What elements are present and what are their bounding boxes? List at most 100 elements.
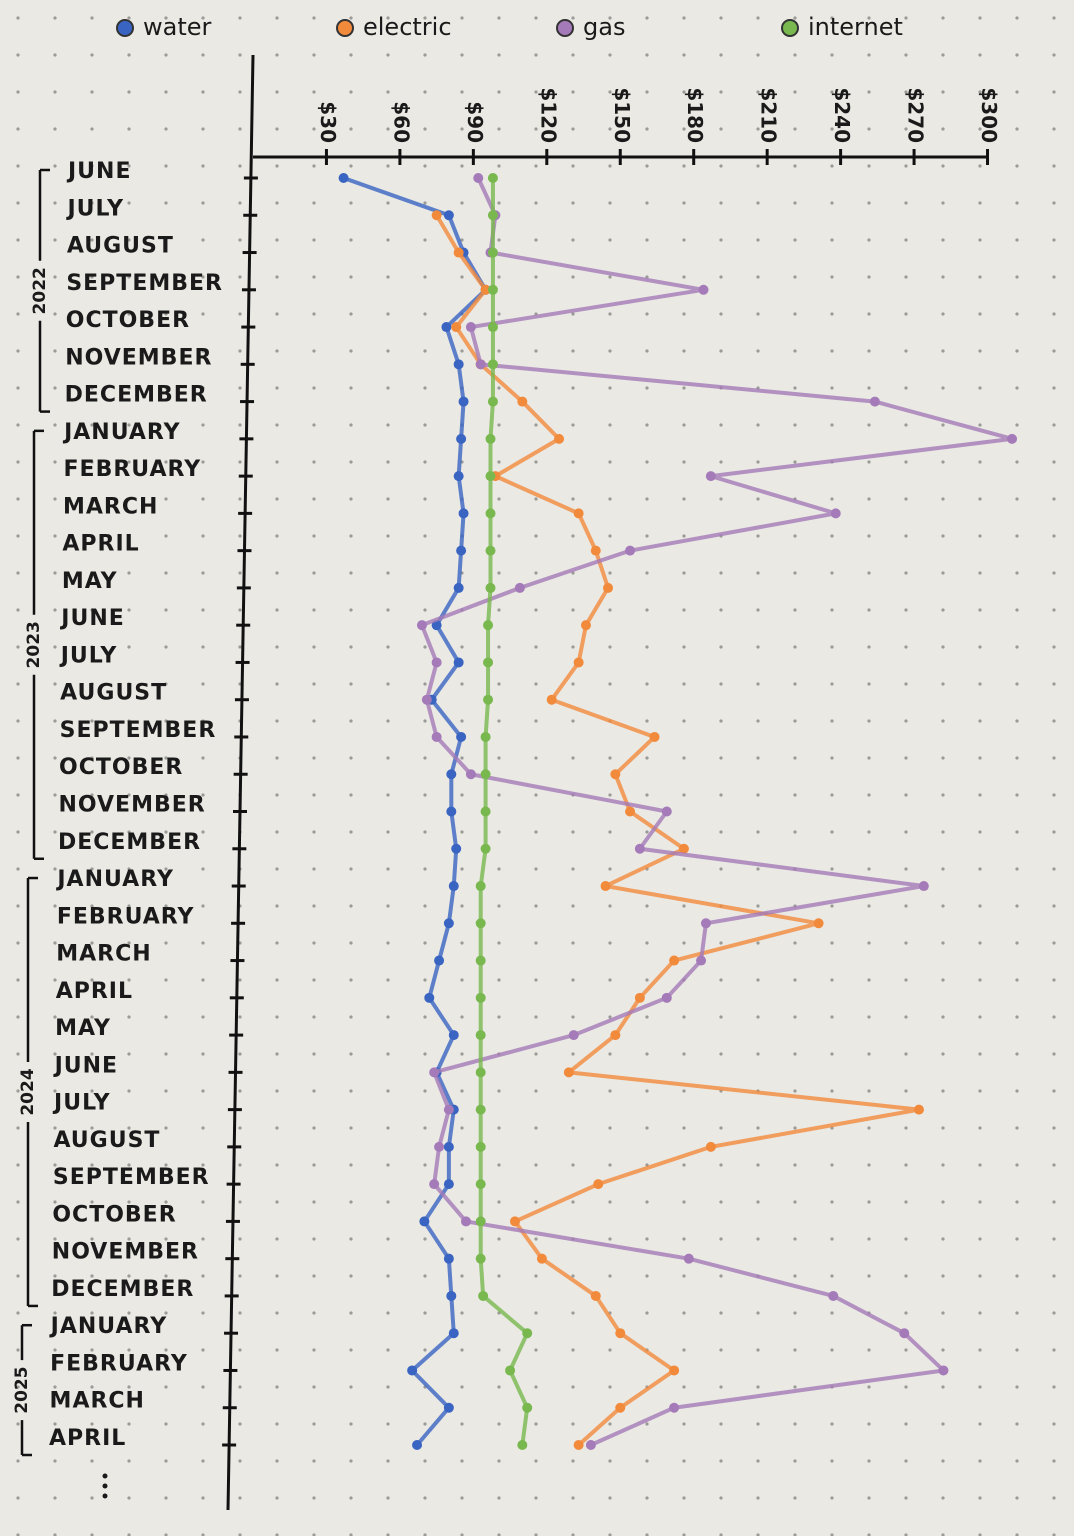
- x-tick-label: $270: [904, 87, 928, 143]
- legend-swatch: [336, 19, 354, 37]
- data-point: [634, 843, 645, 854]
- data-point: [475, 359, 486, 370]
- data-point: [678, 843, 689, 854]
- data-point: [458, 396, 469, 407]
- data-point: [600, 881, 611, 892]
- data-point: [483, 620, 494, 631]
- data-point: [448, 1328, 459, 1339]
- data-point: [443, 1253, 454, 1264]
- data-point: [593, 1179, 604, 1190]
- data-point: [517, 396, 528, 407]
- y-tick-label: AUGUST: [53, 1128, 160, 1153]
- data-point: [487, 359, 498, 370]
- data-point: [485, 471, 496, 482]
- data-point: [441, 322, 452, 333]
- x-tick-label: $60: [389, 101, 413, 143]
- data-point: [446, 1290, 457, 1301]
- y-tick-label: AUGUST: [60, 681, 167, 706]
- y-tick-label: FEBRUARY: [57, 904, 195, 929]
- y-tick-label: MAY: [62, 569, 118, 594]
- data-point: [700, 918, 711, 929]
- data-point: [568, 1030, 579, 1041]
- data-point: [669, 1402, 680, 1413]
- data-point: [475, 1067, 486, 1078]
- y-tick-label: SEPTEMBER: [66, 271, 223, 296]
- y-tick-label: SEPTEMBER: [53, 1165, 210, 1190]
- data-point: [487, 396, 498, 407]
- data-point: [485, 508, 496, 519]
- y-tick-label: SEPTEMBER: [60, 718, 217, 743]
- data-point: [487, 322, 498, 333]
- data-point: [475, 1104, 486, 1115]
- y-tick-label: MARCH: [63, 494, 158, 519]
- year-label: 2025: [12, 1366, 32, 1413]
- data-point: [434, 1141, 445, 1152]
- data-point: [443, 1104, 454, 1115]
- y-axis: [226, 54, 255, 1511]
- y-tick-label: JULY: [65, 196, 124, 221]
- data-point: [509, 1216, 520, 1227]
- data-point: [1007, 433, 1017, 444]
- legend-swatch: [116, 19, 134, 37]
- data-point: [429, 1067, 440, 1078]
- data-point: [573, 508, 584, 519]
- data-point: [451, 843, 462, 854]
- y-tick-label: APRIL: [62, 532, 139, 557]
- x-tick-label: $30: [316, 101, 340, 143]
- y-tick-label: NOVEMBER: [52, 1240, 199, 1265]
- data-point: [458, 508, 469, 519]
- data-point: [487, 210, 498, 221]
- data-point: [480, 806, 491, 817]
- data-point: [938, 1365, 949, 1376]
- data-point: [453, 359, 464, 370]
- data-point: [480, 769, 491, 780]
- data-point: [585, 1440, 596, 1450]
- data-point: [480, 731, 491, 742]
- data-point: [475, 1253, 486, 1264]
- data-point: [669, 1365, 680, 1376]
- data-point: [478, 1290, 489, 1301]
- y-tick-label: NOVEMBER: [65, 345, 212, 370]
- data-point: [456, 545, 467, 556]
- data-point: [649, 731, 660, 742]
- data-point: [830, 508, 841, 519]
- data-point: [475, 1030, 486, 1041]
- data-point: [828, 1290, 839, 1301]
- data-point: [669, 955, 680, 966]
- data-point: [918, 881, 929, 892]
- data-point: [590, 1290, 601, 1301]
- data-point: [465, 769, 476, 780]
- data-point: [485, 545, 496, 556]
- data-point: [580, 620, 591, 631]
- legend-swatch: [556, 19, 574, 37]
- y-tick-label: FEBRUARY: [64, 457, 202, 482]
- y-tick-label: DECEMBER: [65, 383, 208, 408]
- data-point: [483, 694, 494, 705]
- data-point: [625, 806, 636, 817]
- x-tick-label: $210: [757, 87, 781, 143]
- data-point: [446, 769, 457, 780]
- data-point: [473, 173, 484, 183]
- data-point: [705, 471, 716, 482]
- y-tick-label: FEBRUARY: [50, 1351, 188, 1376]
- data-point: [661, 992, 672, 1003]
- data-point: [451, 322, 462, 333]
- y-tick-label: JUNE: [59, 606, 125, 631]
- data-point: [483, 657, 494, 668]
- data-point: [443, 1402, 454, 1413]
- y-tick-label: MARCH: [50, 1389, 145, 1414]
- data-point: [536, 1253, 547, 1264]
- y-tick-label: DECEMBER: [58, 830, 201, 855]
- data-point: [696, 955, 707, 966]
- data-point: [453, 657, 464, 668]
- series-line: [434, 214, 921, 1447]
- data-point: [429, 1179, 440, 1190]
- data-point: [407, 1365, 418, 1376]
- y-tick-label: NOVEMBER: [58, 793, 205, 818]
- data-point: [610, 1030, 621, 1041]
- data-point: [475, 992, 486, 1003]
- y-tick-label: JULY: [52, 1091, 111, 1116]
- x-tick-label: $300: [977, 87, 1001, 143]
